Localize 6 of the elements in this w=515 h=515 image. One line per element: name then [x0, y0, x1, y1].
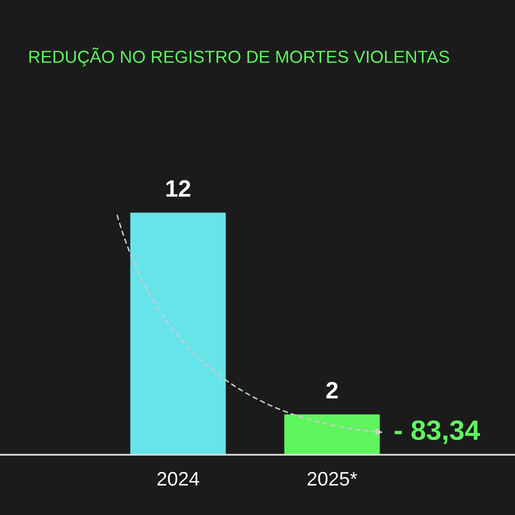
data-label: 2 [326, 382, 338, 398]
annotation: - 83,34 [394, 420, 480, 444]
x-tick-label: 2024 [157, 472, 200, 486]
chart-title: REDUÇÃO NO REGISTRO DE MORTES VIOLENTAS [29, 48, 450, 66]
x-tick-label: 2025* [308, 472, 358, 486]
data-label: 12 [166, 180, 190, 197]
